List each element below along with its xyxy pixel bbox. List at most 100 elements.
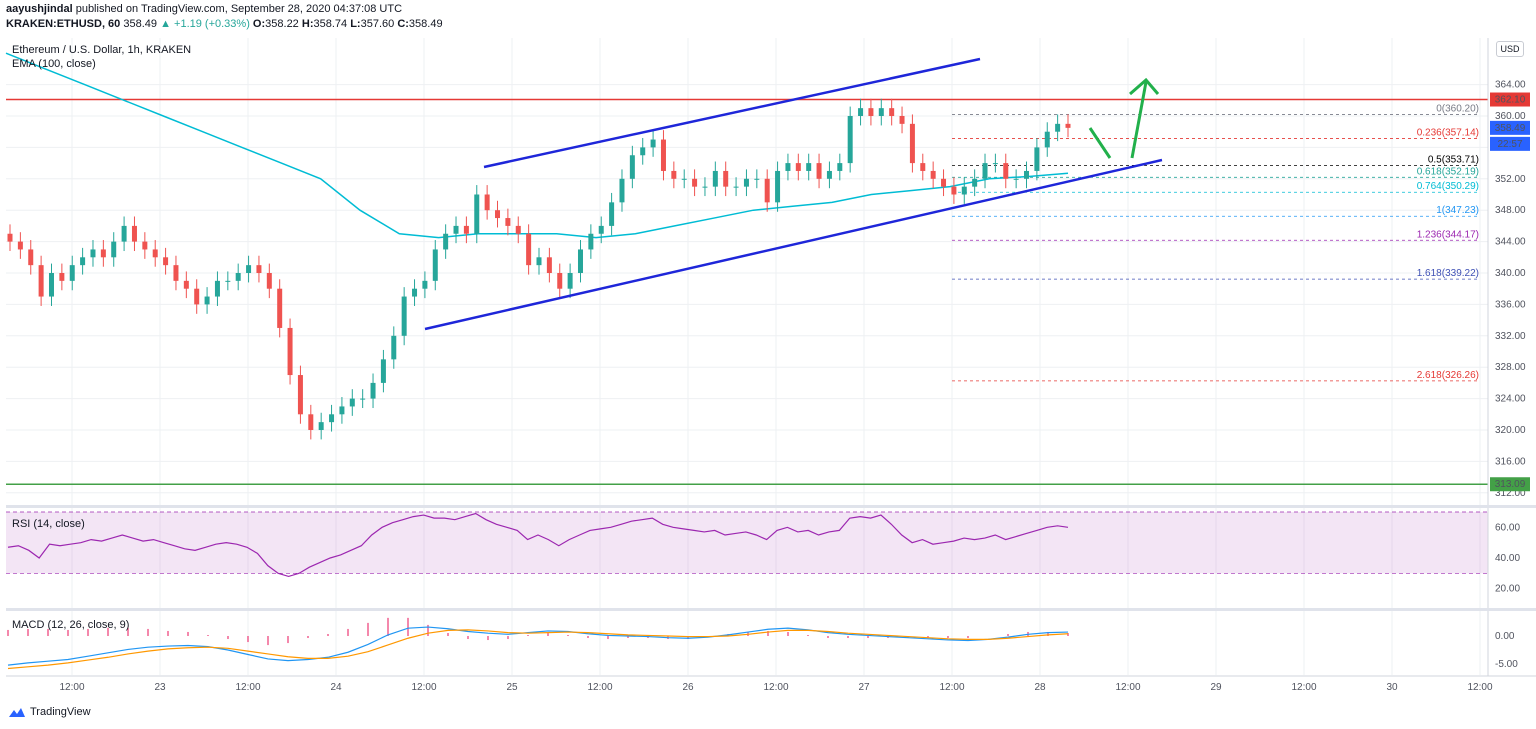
price-tick-label: 344.00 bbox=[1495, 237, 1526, 248]
grid-lines bbox=[6, 38, 1488, 675]
price-label-box bbox=[1490, 136, 1530, 151]
candle-body bbox=[847, 116, 853, 164]
open-label: O: bbox=[252, 18, 266, 30]
candle-body bbox=[702, 186, 708, 188]
ema-100-line bbox=[5, 52, 1069, 239]
candles bbox=[7, 98, 1071, 440]
header-bar: aayushjindal published on TradingView.co… bbox=[0, 0, 1536, 36]
candle-body bbox=[619, 178, 625, 203]
candle-body bbox=[256, 265, 262, 273]
candle-body bbox=[453, 225, 459, 234]
author-name[interactable]: aayushjindal bbox=[6, 3, 73, 15]
candle-body bbox=[972, 178, 978, 187]
candle-body bbox=[889, 108, 895, 116]
candle-body bbox=[982, 163, 988, 179]
candle-body bbox=[826, 170, 832, 179]
candle-body bbox=[577, 249, 583, 273]
price-tick-label: 360.00 bbox=[1495, 111, 1526, 122]
fib-level-label: 0(360.20) bbox=[1436, 103, 1479, 114]
symbol-label[interactable]: KRAKEN:ETHUSD, 60 bbox=[6, 18, 121, 30]
fib-level-label: 2.618(326.26) bbox=[1417, 370, 1479, 381]
fibonacci-retracement[interactable]: 0(360.20) 0.236(357.14) 0.5(353.71)0.618(3… bbox=[952, 103, 1480, 382]
price-tick-label: 312.00 bbox=[1495, 488, 1526, 499]
candle-body bbox=[992, 163, 998, 165]
candle-body bbox=[121, 225, 127, 242]
published-text: published on TradingView.com, September … bbox=[75, 3, 403, 15]
macd-legend[interactable]: MACD (12, 26, close, 9) bbox=[12, 619, 130, 631]
low-label: L: bbox=[350, 18, 361, 30]
candle-body bbox=[173, 265, 179, 281]
price-label-text: 362.10 bbox=[1495, 95, 1526, 106]
fib-level-label: 0.764(350.29) bbox=[1417, 181, 1479, 192]
candle-body bbox=[131, 225, 137, 242]
close-label: C: bbox=[397, 18, 409, 30]
candle-body bbox=[505, 218, 511, 226]
time-tick-label: 12:00 bbox=[939, 682, 964, 693]
currency-label[interactable]: USD bbox=[1496, 41, 1524, 57]
price-tick-label: 364.00 bbox=[1495, 80, 1526, 91]
candle-body bbox=[775, 170, 781, 203]
pane-separator bbox=[6, 608, 1536, 611]
price-change: ▲ +1.19 (+0.33%) bbox=[160, 18, 250, 30]
candle-body bbox=[868, 108, 874, 116]
price-tick-label: 320.00 bbox=[1495, 425, 1526, 436]
candle-body bbox=[909, 123, 915, 164]
time-tick-label: 12:00 bbox=[763, 682, 788, 693]
candle-body bbox=[806, 163, 812, 171]
candle-body bbox=[609, 202, 615, 226]
candle-body bbox=[557, 273, 563, 289]
price-label-text: 313.09 bbox=[1495, 479, 1526, 490]
signal-line bbox=[7, 629, 1069, 670]
macd-tick-label: -5.00 bbox=[1495, 659, 1518, 670]
rsi-legend[interactable]: RSI (14, close) bbox=[12, 518, 85, 530]
candle-body bbox=[142, 241, 148, 250]
candle-body bbox=[743, 178, 749, 187]
ohlc-line: KRAKEN:ETHUSD, 60 358.49 ▲ +1.19 (+0.33%… bbox=[6, 18, 443, 31]
candle-body bbox=[69, 265, 75, 281]
candle-body bbox=[1065, 123, 1071, 128]
macd-tick-label: 0.00 bbox=[1495, 631, 1515, 642]
branding-text: TradingView bbox=[30, 706, 91, 718]
price-tick-label: 336.00 bbox=[1495, 299, 1526, 310]
candle-body bbox=[432, 249, 438, 281]
rsi-tick-label: 60.00 bbox=[1495, 522, 1520, 533]
candle-body bbox=[1055, 123, 1061, 132]
price-tick-label: 352.00 bbox=[1495, 174, 1526, 185]
rsi-pane bbox=[6, 511, 1488, 578]
candle-body bbox=[878, 108, 884, 116]
candle-body bbox=[318, 422, 324, 430]
price-tick-label: 340.00 bbox=[1495, 268, 1526, 279]
candle-body bbox=[339, 406, 345, 415]
time-tick-label: 12:00 bbox=[587, 682, 612, 693]
candle-body bbox=[598, 225, 604, 234]
rsi-tick-label: 20.00 bbox=[1495, 584, 1520, 595]
time-tick-label: 30 bbox=[1386, 682, 1398, 693]
candle-body bbox=[588, 233, 594, 250]
time-tick-label: 23 bbox=[154, 682, 166, 693]
time-tick-label: 12:00 bbox=[1115, 682, 1140, 693]
candle-body bbox=[246, 265, 252, 273]
last-price: 358.49 bbox=[123, 18, 158, 30]
candle-body bbox=[297, 375, 303, 415]
candle-body bbox=[1003, 163, 1009, 179]
macd-line bbox=[7, 626, 1069, 666]
candle-body bbox=[640, 147, 646, 156]
candle-body bbox=[930, 170, 936, 179]
candle-body bbox=[629, 155, 635, 179]
candle-body bbox=[723, 170, 729, 187]
horizontal-levels[interactable] bbox=[6, 98, 1488, 485]
fib-level-label: 1.236(344.17) bbox=[1417, 229, 1479, 240]
price-label-box bbox=[1490, 477, 1530, 492]
candle-body bbox=[412, 288, 418, 297]
candle-body bbox=[515, 225, 521, 234]
axes: 364.00360.00356.00352.00348.00344.00340.… bbox=[6, 38, 1536, 693]
fib-level-label: 1(347.23) bbox=[1436, 205, 1479, 216]
candle-body bbox=[764, 178, 770, 203]
tradingview-logo[interactable]: TradingView bbox=[6, 706, 91, 718]
trend-drawings[interactable] bbox=[424, 57, 1163, 331]
time-tick-label: 12:00 bbox=[235, 682, 260, 693]
candle-body bbox=[422, 280, 428, 289]
ema-legend[interactable]: EMA (100, close) bbox=[12, 58, 96, 70]
candle-body bbox=[692, 178, 698, 187]
